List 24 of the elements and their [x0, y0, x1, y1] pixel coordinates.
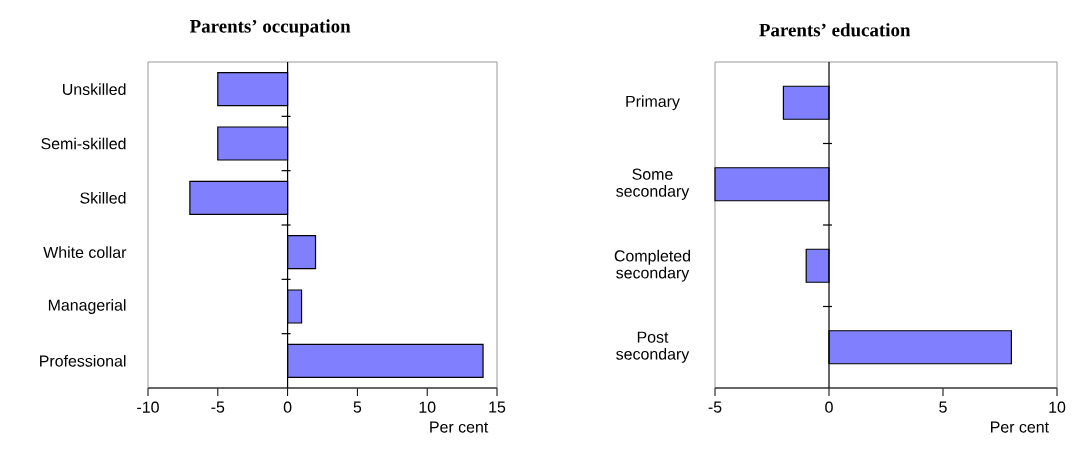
x-tick-label: 10	[1049, 401, 1066, 413]
y-tick-label: Professional	[40, 354, 126, 367]
x-axis-title: Per cent	[430, 421, 489, 433]
x-axis-title: Per cent	[991, 421, 1049, 433]
x-tick-label: -5	[708, 401, 722, 413]
x-tick-label: 0	[283, 401, 292, 413]
x-tick-label: 5	[353, 401, 362, 413]
y-tick-label: Completed secondary	[614, 249, 690, 282]
y-tick-label: Semi-skilled	[41, 137, 126, 150]
y-tick-label: Unskilled	[63, 83, 126, 96]
chart-title: Parents’ occupation	[189, 19, 351, 37]
x-tick-label: -5	[211, 401, 225, 413]
y-tick-label: Some secondary	[616, 168, 690, 200]
y-tick-label: White collar	[43, 246, 127, 259]
x-tick-label: 10	[419, 401, 436, 413]
x-tick-label: 15	[489, 401, 506, 413]
y-tick-label: Post secondary	[616, 331, 690, 363]
chart-title: Parents’ education	[759, 23, 911, 37]
y-tick-label: Managerial	[48, 299, 126, 314]
x-tick-label: -10	[137, 401, 159, 413]
y-tick-label: Primary	[626, 95, 680, 111]
x-tick-label: 5	[939, 401, 947, 413]
x-tick-label: 0	[825, 401, 833, 413]
y-tick-label: Skilled	[80, 191, 126, 204]
